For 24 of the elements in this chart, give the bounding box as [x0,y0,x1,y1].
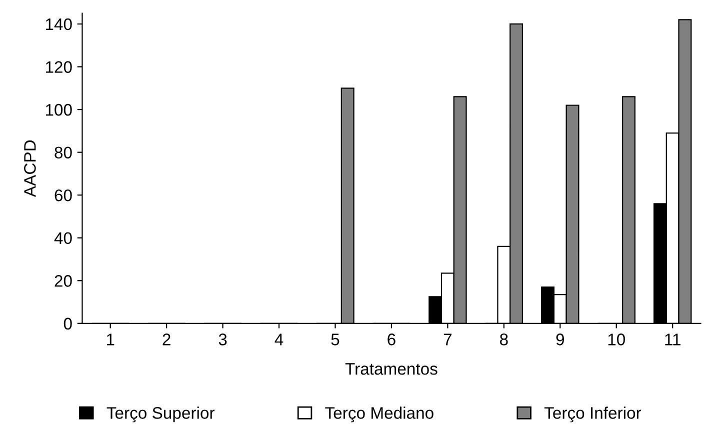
y-tick-label: 60 [54,189,72,202]
y-tick-label: 40 [54,232,72,244]
x-tick-label: 3 [218,334,227,346]
legend-label: Terço Inferior [544,406,642,422]
legend-label: Terço Mediano [325,406,434,422]
x-tick-label: 4 [274,334,284,346]
legend-label: Terço Superior [106,406,215,422]
x-tick-label: 7 [444,334,452,346]
y-axis-title: AACPD [24,140,36,198]
y-tick-label: 120 [46,61,72,73]
y-tick-label: 80 [54,146,72,159]
x-tick-label: 8 [500,334,508,346]
y-tick-label: 140 [46,18,72,30]
x-tick-label: 11 [665,334,680,346]
x-tick-label: 9 [556,334,564,346]
y-tick-label: 0 [64,318,72,330]
x-axis-title: Tratamentos [345,363,438,375]
x-tick-label: 6 [388,334,396,346]
x-tick-label: 5 [331,334,340,346]
y-tick-label: 100 [46,104,72,116]
x-tick-label: 2 [162,334,170,346]
y-tick-label: 20 [54,275,72,287]
x-tick-label: 1 [106,334,114,346]
x-tick-label: 10 [608,334,625,346]
